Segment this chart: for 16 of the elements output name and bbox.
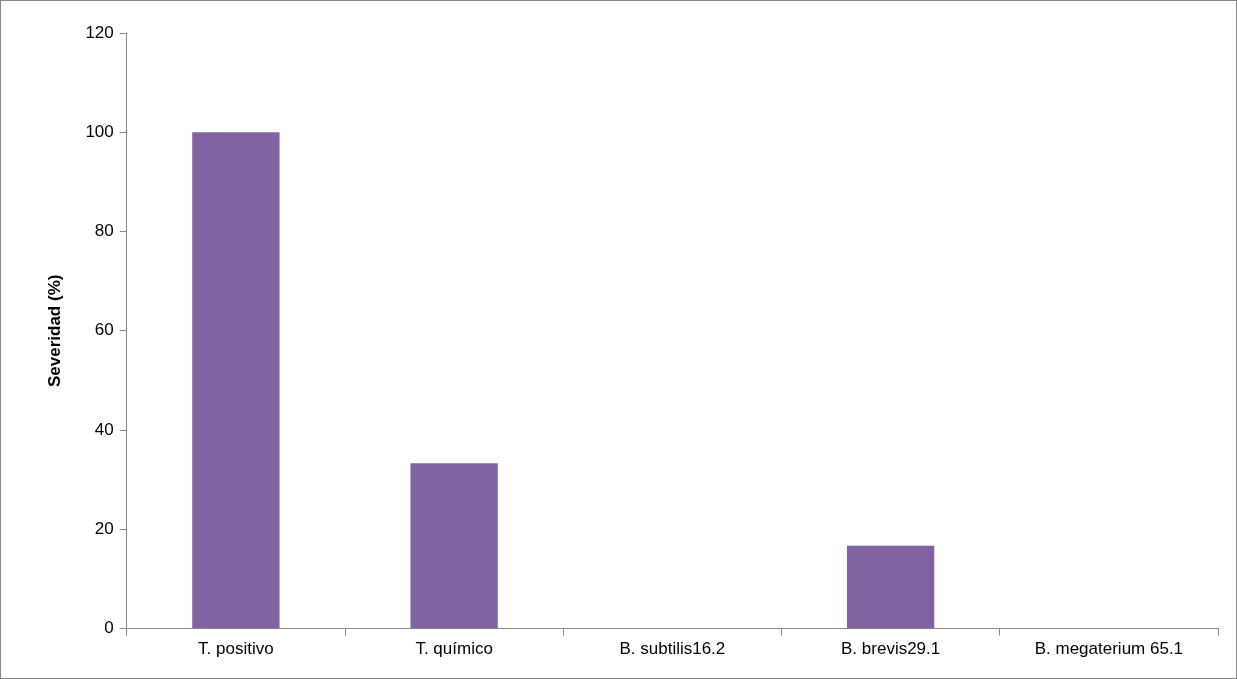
x-tick-label: T. químico (415, 639, 493, 659)
y-tick-label: 40 (94, 419, 114, 439)
x-tick-label: B. megaterium 65.1 (1034, 639, 1184, 659)
x-tick-label: B. subtilis16.2 (619, 639, 726, 659)
x-tick-label: B. brevis29.1 (841, 639, 941, 659)
y-tick-label: 20 (94, 519, 114, 539)
y-tick-label: 0 (104, 618, 114, 638)
y-tick-label: 120 (85, 22, 114, 42)
y-tick-label: 60 (94, 320, 114, 340)
x-tick-label: T. positivo (198, 639, 274, 659)
y-tick-label: 100 (85, 121, 114, 141)
bar (846, 545, 935, 629)
y-tick-label: 80 (94, 221, 114, 241)
bar (410, 463, 498, 629)
bar (192, 132, 280, 629)
y-axis-title: Severidad (%) (44, 274, 64, 388)
